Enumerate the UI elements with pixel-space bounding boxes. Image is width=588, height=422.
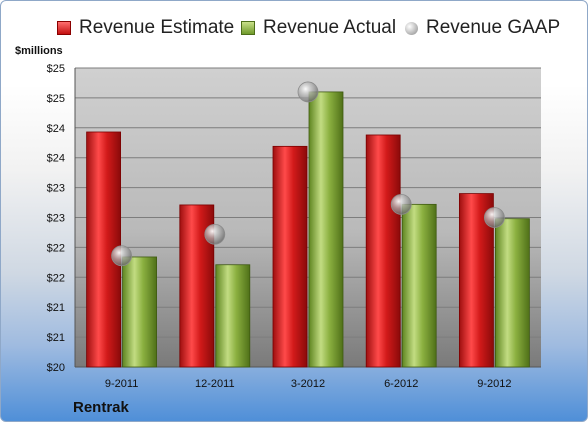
gaap-point-9-2012 <box>483 207 505 228</box>
x-tick-label: 3-2012 <box>291 378 325 390</box>
bar-estimate-6-2012 <box>365 134 401 368</box>
company-label: Rentrak <box>73 399 129 416</box>
legend-label-estimate: Revenue Estimate <box>79 17 235 38</box>
bar-actual-9-2012 <box>494 218 530 368</box>
y-tick-label: $22 <box>47 242 65 254</box>
y-tick-label: $25 <box>47 63 65 75</box>
y-tick-label: $21 <box>47 302 65 314</box>
bar-actual-12-2011 <box>215 264 251 368</box>
legend: Revenue Estimate Revenue Actual Revenue … <box>1 13 587 43</box>
legend-label-gaap: Revenue GAAP <box>426 17 561 38</box>
y-tick-label: $23 <box>47 183 65 195</box>
x-tick-label: 9-2011 <box>105 378 138 390</box>
x-tick-label: 6-2012 <box>384 378 418 390</box>
bar-actual-6-2012 <box>401 203 437 368</box>
bar-actual-3-2012 <box>308 91 344 368</box>
bar-actual-9-2011 <box>122 256 157 368</box>
x-tick-label: 9-2012 <box>477 378 511 390</box>
y-tick-label: $21 <box>47 332 65 344</box>
legend-swatch-actual <box>241 21 255 35</box>
legend-label-actual: Revenue Actual <box>263 17 397 38</box>
gaap-point-3-2012 <box>297 81 319 103</box>
legend-swatch-estimate <box>57 21 71 35</box>
x-tick-label: 12-2011 <box>195 378 235 390</box>
units-label: $millions <box>15 45 63 57</box>
bar-estimate-3-2012 <box>272 145 308 368</box>
y-tick-label: $25 <box>47 93 65 105</box>
y-tick-label: $24 <box>47 123 65 135</box>
legend-item-estimate: Revenue Estimate <box>57 13 234 43</box>
y-tick-label: $23 <box>47 213 65 225</box>
gaap-point-9-2011 <box>111 245 132 267</box>
y-tick-label: $22 <box>47 272 65 284</box>
legend-item-actual: Revenue Actual <box>241 13 396 43</box>
y-tick-label: $24 <box>47 153 65 165</box>
y-tick-label: $20 <box>47 362 65 374</box>
gaap-point-6-2012 <box>390 193 412 215</box>
legend-marker-gaap <box>405 21 418 35</box>
gaap-point-12-2011 <box>204 223 226 245</box>
legend-item-gaap: Revenue GAAP <box>405 13 560 43</box>
